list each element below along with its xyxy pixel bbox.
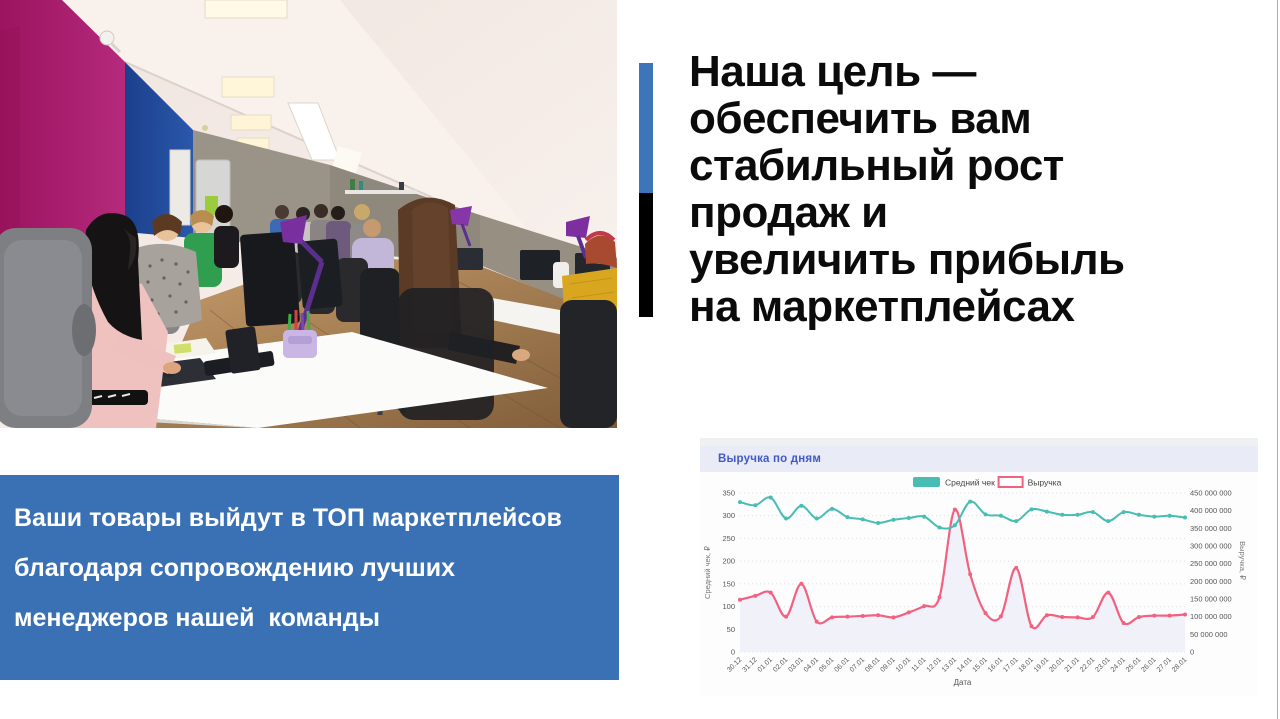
svg-text:08.01: 08.01 [864,656,881,673]
accent-bar-blue [639,63,653,193]
headline-line: продаж и [689,188,888,237]
svg-text:Выручка: Выручка [1028,478,1062,488]
svg-text:22.01: 22.01 [1079,656,1096,673]
headline-line: обеспечить вам [689,94,1032,143]
svg-text:30.12: 30.12 [726,656,743,673]
svg-text:01.01: 01.01 [757,656,774,673]
person-mustard [560,231,617,428]
svg-text:09.01: 09.01 [880,656,897,673]
svg-text:300 000 000: 300 000 000 [1190,542,1232,551]
svg-text:21.01: 21.01 [1064,656,1081,673]
svg-text:350: 350 [722,489,735,498]
svg-text:300: 300 [722,511,735,520]
svg-text:Средний чек: Средний чек [945,478,995,488]
front-chair [0,228,96,428]
chart-header: Выручка по дням [700,446,1258,472]
series-revenue [738,507,1187,652]
svg-text:05.01: 05.01 [818,656,835,673]
svg-text:14.01: 14.01 [956,656,973,673]
svg-text:Средний чек, ₽: Средний чек, ₽ [703,546,712,599]
axis-titles: Средний чек, ₽ Выручка, ₽ [703,541,1247,599]
office-photo [0,0,617,428]
right-axis-ticks: 0 50 000 000 100 000 000 150 000 000 200 000… [1190,489,1232,657]
svg-text:450 000 000: 450 000 000 [1190,489,1232,498]
svg-text:200 000 000: 200 000 000 [1190,577,1232,586]
svg-text:03.01: 03.01 [787,656,804,673]
svg-text:31.12: 31.12 [741,656,758,673]
svg-text:50: 50 [727,625,735,634]
revenue-chart-panel: Выручка по дням 0 50 100 150 200 250 300 350 0 50… [700,438,1258,696]
headline-line: на маркетплейсах [689,282,1075,331]
panel-top-strip [700,438,1258,446]
svg-text:0: 0 [731,648,735,657]
svg-text:16.01: 16.01 [987,656,1004,673]
svg-text:15.01: 15.01 [972,656,989,673]
svg-text:24.01: 24.01 [1110,656,1127,673]
svg-text:Выручка, ₽: Выручка, ₽ [1238,541,1247,580]
gridlines: 0 50 100 150 200 250 300 350 [722,489,1185,657]
svg-text:07.01: 07.01 [849,656,866,673]
series-average-check [738,495,1187,530]
person-green [184,205,239,287]
svg-text:23.01: 23.01 [1094,656,1111,673]
banner-line: менеджеров нашей команды [14,604,380,632]
svg-text:0: 0 [1190,648,1194,657]
svg-text:50 000 000: 50 000 000 [1190,630,1228,639]
svg-text:18.01: 18.01 [1018,656,1035,673]
security-camera-icon [99,30,122,54]
svg-text:150 000 000: 150 000 000 [1190,595,1232,604]
svg-text:25.01: 25.01 [1125,656,1142,673]
svg-text:400 000 000: 400 000 000 [1190,506,1232,515]
svg-text:20.01: 20.01 [1048,656,1065,673]
svg-text:19.01: 19.01 [1033,656,1050,673]
x-axis-labels: 30.1231.1201.0102.0103.0104.0105.0106.01… [726,656,1188,687]
wall-shelf [345,179,417,194]
svg-text:100: 100 [722,602,735,611]
svg-text:13.01: 13.01 [941,656,958,673]
chart-legend: Средний чек Выручка [913,476,1062,488]
banner-line: благодаря сопровождению лучших [14,554,456,582]
svg-text:17.01: 17.01 [1002,656,1019,673]
banner-line: Ваши товары выйдут в ТОП маркетплейсов [14,504,562,532]
svg-text:350 000 000: 350 000 000 [1190,524,1232,533]
bottom-banner: Ваши товары выйдут в ТОП маркетплейсов б… [0,475,619,680]
svg-text:250 000 000: 250 000 000 [1190,559,1232,568]
page-right-edge-line [1277,0,1278,719]
headline-line: Наша цель — [689,47,976,96]
chart-title: Выручка по дням [718,453,822,465]
pen-holder [283,310,317,358]
magenta-wall [0,0,125,258]
headline-line: стабильный рост [689,141,1064,190]
slide-headline: Наша цель — обеспечить вам стабильный ро… [689,48,1209,330]
revenue-line-chart: 0 50 100 150 200 250 300 350 0 50 000 000 100 000 … [703,476,1247,687]
ceiling-lights [202,0,288,150]
svg-text:150: 150 [722,579,735,588]
svg-text:06.01: 06.01 [833,656,850,673]
svg-text:Дата: Дата [954,678,972,687]
svg-text:200: 200 [722,557,735,566]
svg-text:28.01: 28.01 [1171,656,1188,673]
svg-text:11.01: 11.01 [911,656,928,673]
svg-text:10.01: 10.01 [895,656,912,673]
svg-text:100 000 000: 100 000 000 [1190,612,1232,621]
svg-text:04.01: 04.01 [803,656,820,673]
svg-text:02.01: 02.01 [772,656,789,673]
svg-text:27.01: 27.01 [1156,656,1173,673]
svg-text:250: 250 [722,534,735,543]
accent-bar-black [639,193,653,317]
headline-line: увеличить прибыль [689,235,1125,284]
svg-text:26.01: 26.01 [1140,656,1157,673]
svg-text:12.01: 12.01 [926,656,943,673]
